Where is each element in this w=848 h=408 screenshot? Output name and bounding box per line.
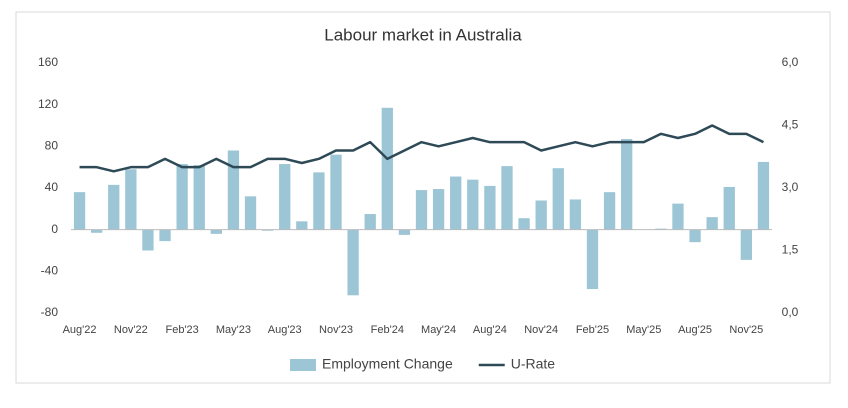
bar (621, 139, 633, 230)
bar (193, 165, 205, 230)
y2-tick-label: 3,0 (782, 180, 799, 194)
bar (467, 179, 479, 230)
bar (518, 218, 530, 230)
line (79, 124, 764, 173)
bar (450, 176, 462, 230)
bar (672, 203, 684, 230)
bar (279, 164, 291, 230)
y-tick-label: 40 (45, 180, 59, 194)
bar (330, 154, 342, 230)
x-tick-label: Feb'24 (371, 324, 404, 336)
y2-tick-label: 6,0 (782, 55, 799, 69)
x-tick-label: Feb'25 (576, 324, 609, 336)
y-tick-label: 160 (38, 55, 58, 69)
x-tick-label: Aug'23 (268, 324, 302, 336)
bar (757, 161, 770, 230)
bar (261, 229, 274, 231)
bar (159, 229, 171, 242)
bar (415, 190, 428, 230)
x-tick-label: May'25 (626, 324, 661, 336)
bar (740, 229, 752, 260)
y-tick-label: 80 (45, 139, 59, 153)
bar (125, 169, 137, 230)
y-tick-label: 120 (38, 97, 58, 111)
y2-tick-label: 0,0 (782, 305, 799, 319)
x-tick-label: Nov'23 (319, 324, 353, 336)
legend-label: Employment Change (322, 356, 453, 372)
bar (142, 229, 154, 251)
bar (347, 229, 359, 296)
bar (296, 221, 308, 230)
bar (689, 229, 701, 243)
x-tick-label: Nov'24 (524, 324, 558, 336)
x-tick-label: Aug'22 (63, 324, 97, 336)
bar (655, 228, 667, 230)
bar (552, 168, 564, 230)
y-tick-label: -40 (41, 264, 59, 278)
bar (313, 172, 325, 230)
bar (227, 150, 240, 230)
bar (244, 196, 257, 230)
x-tick-label: Nov'22 (114, 324, 148, 336)
bar (108, 184, 120, 230)
bar (73, 192, 86, 230)
y-tick-label: -80 (41, 305, 59, 319)
x-tick-label: Feb'23 (165, 324, 198, 336)
x-tick-label: May'24 (421, 324, 456, 336)
bar (569, 199, 582, 230)
bar (706, 217, 718, 230)
bar (210, 229, 222, 234)
bar (381, 107, 393, 230)
legend-label: U-Rate (511, 356, 556, 372)
bar (723, 186, 735, 230)
y2-tick-label: 4,5 (782, 118, 799, 132)
bar (364, 214, 376, 230)
bar (91, 229, 103, 233)
x-tick-label: Nov'25 (729, 324, 763, 336)
bar (535, 200, 547, 230)
y2-tick-label: 1,5 (782, 243, 799, 257)
chart-title: Labour market in Australia (324, 25, 522, 44)
x-tick-label: Aug'25 (678, 324, 712, 336)
x-tick-label: May'23 (216, 324, 251, 336)
x-tick-label: Aug'24 (473, 324, 507, 336)
legend-swatch (290, 359, 316, 371)
bar (603, 192, 616, 230)
bar (484, 185, 496, 230)
bar (176, 164, 188, 230)
bar (586, 229, 599, 290)
bar (501, 166, 513, 230)
bar (432, 189, 445, 230)
bar (398, 229, 411, 235)
y-tick-label: 0 (51, 222, 58, 236)
